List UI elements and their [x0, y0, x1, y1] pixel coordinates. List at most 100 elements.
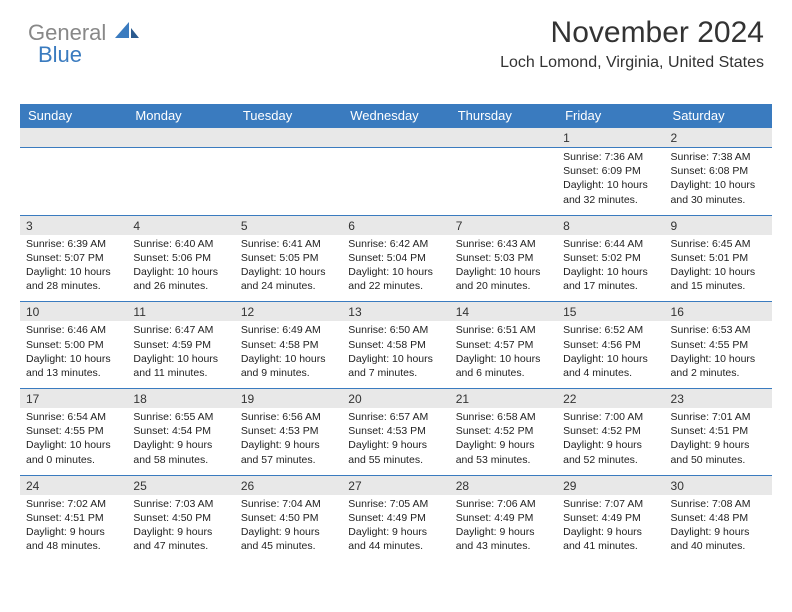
daylight-text-2: and 57 minutes. [241, 453, 336, 467]
day-content-cell: Sunrise: 7:07 AMSunset: 4:49 PMDaylight:… [557, 495, 664, 562]
location: Loch Lomond, Virginia, United States [500, 54, 764, 72]
sunrise-text: Sunrise: 6:39 AM [26, 237, 121, 251]
sunset-text: Sunset: 4:50 PM [133, 511, 228, 525]
sunset-text: Sunset: 4:49 PM [456, 511, 551, 525]
daylight-text-1: Daylight: 9 hours [26, 525, 121, 539]
day-content-cell: Sunrise: 6:47 AMSunset: 4:59 PMDaylight:… [127, 321, 234, 388]
day-number-cell: 9 [665, 215, 772, 235]
weekday-header: Tuesday [235, 104, 342, 128]
daylight-text-1: Daylight: 10 hours [348, 352, 443, 366]
daylight-text-1: Daylight: 10 hours [133, 352, 228, 366]
daynum-row: 3456789 [20, 215, 772, 235]
sunrise-text: Sunrise: 7:36 AM [563, 150, 658, 164]
sunset-text: Sunset: 4:49 PM [563, 511, 658, 525]
day-content-cell [450, 148, 557, 216]
daylight-text-2: and 4 minutes. [563, 366, 658, 380]
daylight-text-2: and 30 minutes. [671, 193, 766, 207]
daylight-text-2: and 58 minutes. [133, 453, 228, 467]
daylight-text-2: and 50 minutes. [671, 453, 766, 467]
day-number-cell: 21 [450, 389, 557, 409]
day-number-cell: 22 [557, 389, 664, 409]
weekday-header: Thursday [450, 104, 557, 128]
day-content-cell: Sunrise: 7:03 AMSunset: 4:50 PMDaylight:… [127, 495, 234, 562]
daylight-text-1: Daylight: 9 hours [671, 438, 766, 452]
day-content-cell: Sunrise: 6:40 AMSunset: 5:06 PMDaylight:… [127, 235, 234, 302]
daylight-text-2: and 13 minutes. [26, 366, 121, 380]
sunrise-text: Sunrise: 6:46 AM [26, 323, 121, 337]
daylight-text-2: and 55 minutes. [348, 453, 443, 467]
sunrise-text: Sunrise: 7:05 AM [348, 497, 443, 511]
daylight-text-1: Daylight: 10 hours [241, 352, 336, 366]
day-number-cell: 8 [557, 215, 664, 235]
sunset-text: Sunset: 4:53 PM [348, 424, 443, 438]
daylight-text-2: and 47 minutes. [133, 539, 228, 553]
sunrise-text: Sunrise: 6:41 AM [241, 237, 336, 251]
day-number-cell: 4 [127, 215, 234, 235]
day-content-cell [235, 148, 342, 216]
weekday-header: Friday [557, 104, 664, 128]
daylight-text-1: Daylight: 10 hours [563, 178, 658, 192]
weekday-header-row: SundayMondayTuesdayWednesdayThursdayFrid… [20, 104, 772, 128]
sunset-text: Sunset: 4:56 PM [563, 338, 658, 352]
daylight-text-2: and 24 minutes. [241, 279, 336, 293]
day-number-cell: 23 [665, 389, 772, 409]
sunset-text: Sunset: 4:49 PM [348, 511, 443, 525]
daylight-text-2: and 41 minutes. [563, 539, 658, 553]
day-content-cell: Sunrise: 7:05 AMSunset: 4:49 PMDaylight:… [342, 495, 449, 562]
day-number-cell: 25 [127, 475, 234, 495]
day-number-cell: 12 [235, 302, 342, 322]
daylight-text-1: Daylight: 9 hours [456, 525, 551, 539]
daylight-text-1: Daylight: 9 hours [563, 438, 658, 452]
daylight-text-2: and 28 minutes. [26, 279, 121, 293]
day-content-cell: Sunrise: 6:56 AMSunset: 4:53 PMDaylight:… [235, 408, 342, 475]
day-number-cell: 30 [665, 475, 772, 495]
sunrise-text: Sunrise: 6:49 AM [241, 323, 336, 337]
daylight-text-1: Daylight: 10 hours [26, 438, 121, 452]
daylight-text-2: and 0 minutes. [26, 453, 121, 467]
day-content-cell: Sunrise: 6:50 AMSunset: 4:58 PMDaylight:… [342, 321, 449, 388]
sunrise-text: Sunrise: 6:47 AM [133, 323, 228, 337]
sunset-text: Sunset: 5:02 PM [563, 251, 658, 265]
daylight-text-1: Daylight: 9 hours [348, 438, 443, 452]
day-number-cell: 15 [557, 302, 664, 322]
daylight-text-1: Daylight: 9 hours [563, 525, 658, 539]
day-content-cell: Sunrise: 6:51 AMSunset: 4:57 PMDaylight:… [450, 321, 557, 388]
daynum-row: 12 [20, 128, 772, 148]
day-number-cell: 6 [342, 215, 449, 235]
daylight-text-1: Daylight: 9 hours [133, 438, 228, 452]
sunrise-text: Sunrise: 7:38 AM [671, 150, 766, 164]
day-number-cell [342, 128, 449, 148]
sunset-text: Sunset: 5:05 PM [241, 251, 336, 265]
sunrise-text: Sunrise: 6:58 AM [456, 410, 551, 424]
day-number-cell: 7 [450, 215, 557, 235]
day-content-cell: Sunrise: 6:39 AMSunset: 5:07 PMDaylight:… [20, 235, 127, 302]
day-number-cell: 27 [342, 475, 449, 495]
day-content-cell [20, 148, 127, 216]
sunset-text: Sunset: 4:57 PM [456, 338, 551, 352]
daylight-text-1: Daylight: 9 hours [133, 525, 228, 539]
sunrise-text: Sunrise: 7:03 AM [133, 497, 228, 511]
sunset-text: Sunset: 4:52 PM [456, 424, 551, 438]
day-number-cell: 5 [235, 215, 342, 235]
daylight-text-2: and 52 minutes. [563, 453, 658, 467]
daylight-text-2: and 53 minutes. [456, 453, 551, 467]
daylight-text-1: Daylight: 10 hours [456, 352, 551, 366]
day-content-cell: Sunrise: 7:38 AMSunset: 6:08 PMDaylight:… [665, 148, 772, 216]
day-number-cell: 24 [20, 475, 127, 495]
daylight-text-1: Daylight: 10 hours [348, 265, 443, 279]
sunrise-text: Sunrise: 6:45 AM [671, 237, 766, 251]
sunrise-text: Sunrise: 6:52 AM [563, 323, 658, 337]
day-number-cell: 1 [557, 128, 664, 148]
sunset-text: Sunset: 4:54 PM [133, 424, 228, 438]
sunset-text: Sunset: 4:55 PM [671, 338, 766, 352]
day-content-cell: Sunrise: 6:41 AMSunset: 5:05 PMDaylight:… [235, 235, 342, 302]
calendar-table: SundayMondayTuesdayWednesdayThursdayFrid… [20, 104, 772, 561]
daylight-text-1: Daylight: 9 hours [456, 438, 551, 452]
daylight-text-1: Daylight: 9 hours [671, 525, 766, 539]
daylight-text-2: and 22 minutes. [348, 279, 443, 293]
sunrise-text: Sunrise: 6:40 AM [133, 237, 228, 251]
day-content-cell: Sunrise: 7:06 AMSunset: 4:49 PMDaylight:… [450, 495, 557, 562]
sunrise-text: Sunrise: 7:00 AM [563, 410, 658, 424]
sunset-text: Sunset: 5:00 PM [26, 338, 121, 352]
day-content-cell: Sunrise: 7:36 AMSunset: 6:09 PMDaylight:… [557, 148, 664, 216]
